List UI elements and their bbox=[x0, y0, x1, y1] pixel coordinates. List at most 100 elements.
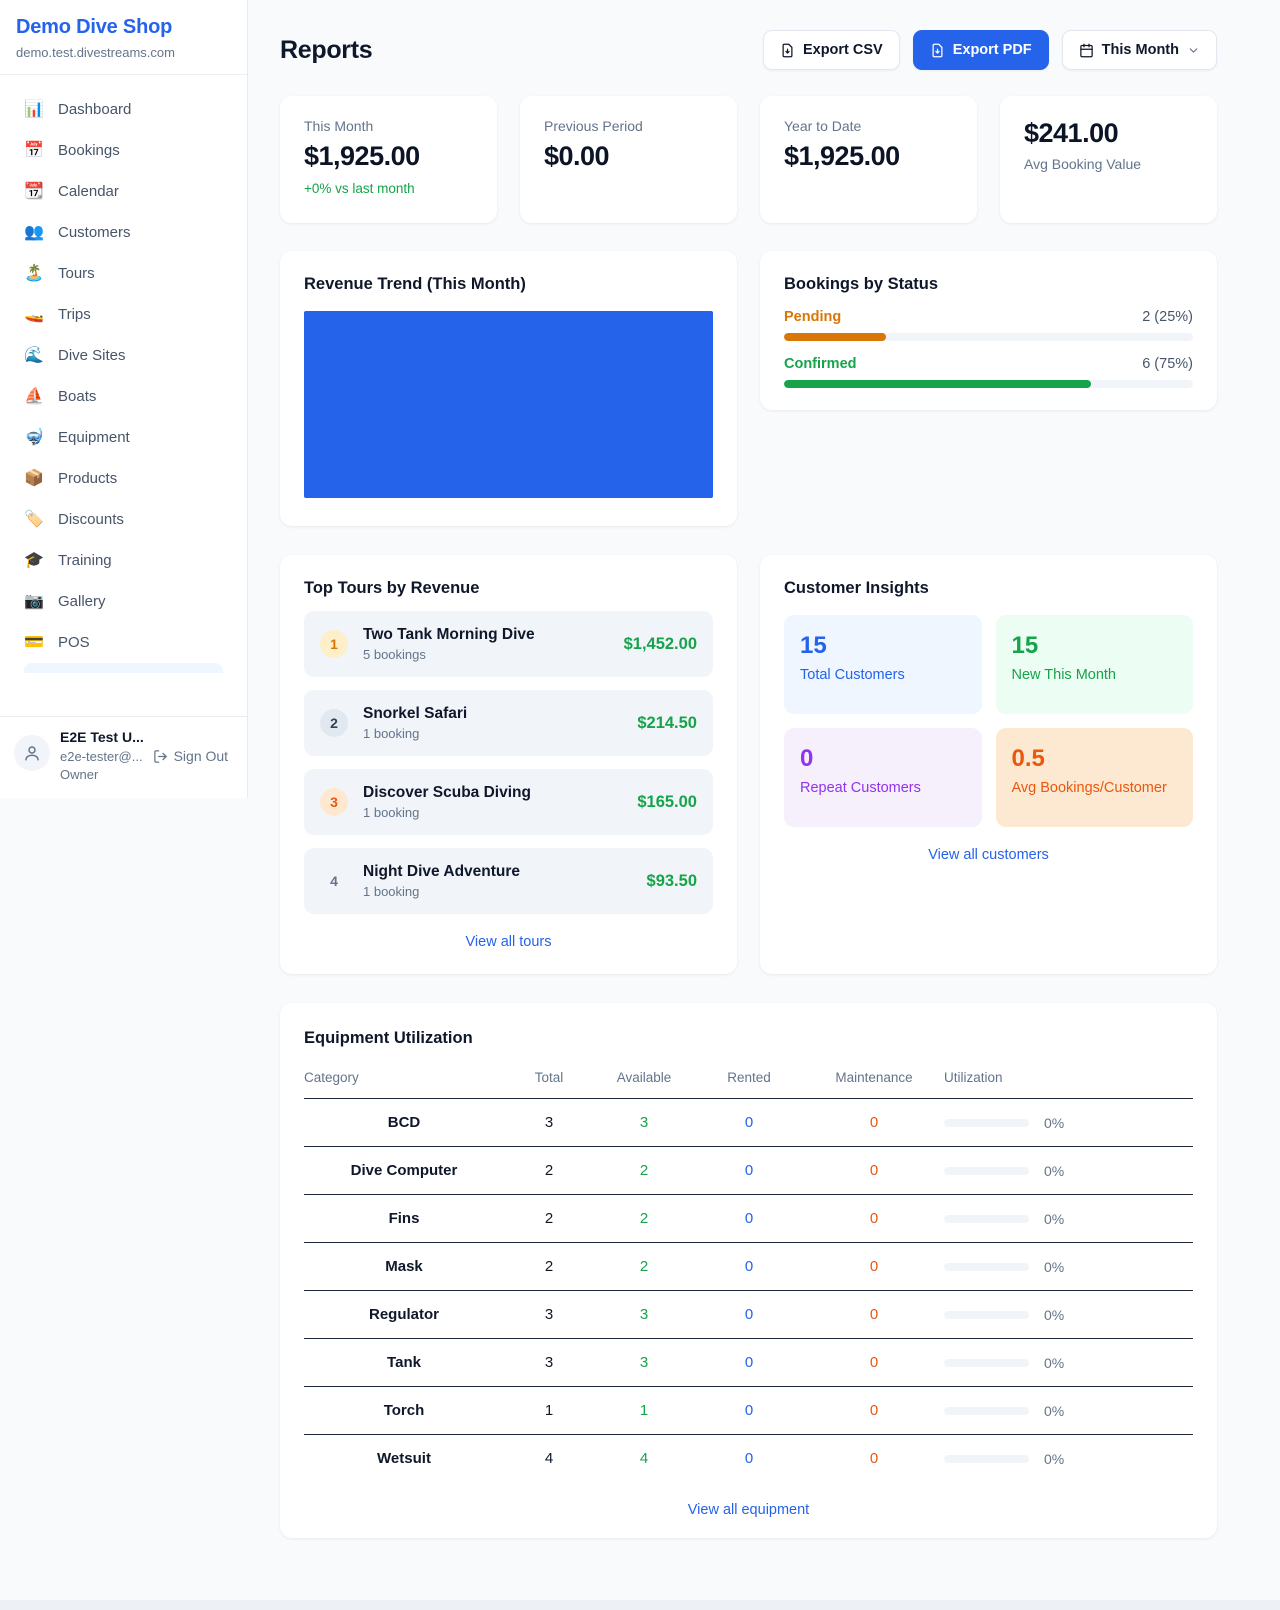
revenue-trend-title: Revenue Trend (This Month) bbox=[304, 275, 526, 293]
table-row: Wetsuit 4 4 0 0 0% bbox=[377, 1450, 1065, 1467]
sidebar-item-equipment[interactable]: 🤿 Equipment bbox=[12, 417, 235, 457]
page-header: Reports Export CSV Export PDF bbox=[280, 30, 1217, 70]
top-tours-card: Top Tours by Revenue 1 Two Tank Morning … bbox=[280, 555, 737, 974]
stat-label: Avg Booking Value bbox=[1024, 156, 1142, 172]
status-count: 2 (25%) bbox=[1142, 309, 1193, 325]
sidebar-item-label: Dive Sites bbox=[58, 346, 126, 364]
sailboat-icon: ⛵ bbox=[24, 388, 44, 405]
stats-row: This Month $1,925.00 +0% vs last month P… bbox=[280, 96, 1217, 223]
table-row: Dive Computer 2 2 0 0 0% bbox=[304, 1146, 1193, 1195]
utilization-percent: 0% bbox=[1044, 1162, 1065, 1179]
column-header: Maintenance bbox=[804, 1062, 944, 1099]
table-row: Fins 2 2 0 0 0% bbox=[304, 1194, 1193, 1243]
sidebar: Demo Dive Shop demo.test.divestreams.com… bbox=[0, 0, 248, 798]
sidebar-item-label: Customers bbox=[58, 223, 131, 241]
sidebar-item-discounts[interactable]: 🏷️ Discounts bbox=[12, 499, 235, 539]
tile-label: Total Customers bbox=[800, 667, 905, 683]
tour-name: Discover Scuba Diving bbox=[363, 784, 531, 801]
sidebar-item-bookings[interactable]: 📅 Bookings bbox=[12, 130, 235, 170]
export-csv-button[interactable]: Export CSV bbox=[762, 30, 900, 70]
sidebar-item-products[interactable]: 📦 Products bbox=[12, 458, 235, 498]
sidebar-item-label: POS bbox=[58, 633, 90, 651]
main-content: Reports Export CSV Export PDF bbox=[248, 0, 1280, 1568]
tile-total-customers: 15 Total Customers bbox=[784, 615, 982, 714]
page-bottom-strip bbox=[0, 1600, 1280, 1610]
tour-name: Snorkel Safari bbox=[363, 705, 468, 722]
calendar-icon: 📆 bbox=[24, 183, 44, 200]
sidebar-item-pos[interactable]: 💳 POS bbox=[12, 622, 235, 662]
tile-value: 15 bbox=[1011, 632, 1039, 659]
tile-avg-bookings-customer: 0.5 Avg Bookings/Customer bbox=[995, 728, 1193, 827]
export-pdf-button[interactable]: Export PDF bbox=[912, 30, 1049, 70]
sidebar-item-dashboard[interactable]: 📊 Dashboard bbox=[12, 89, 235, 129]
file-download-icon bbox=[782, 43, 793, 57]
utilization-percent: 0% bbox=[1044, 1210, 1065, 1227]
bookings-by-status-card: Bookings by Status Pending 2 (25%) Confi… bbox=[760, 251, 1217, 410]
sign-out-icon bbox=[153, 749, 167, 763]
tile-new-this-month: 15 New This Month bbox=[995, 615, 1193, 714]
rank-badge: 2 bbox=[320, 709, 348, 737]
tour-row: 3 Discover Scuba Diving 1 booking $165.0… bbox=[304, 769, 713, 835]
people-icon: 👥 bbox=[24, 224, 44, 241]
chevron-down-icon bbox=[1189, 47, 1198, 53]
table-header-row: Category Total Available Rented Maintena… bbox=[304, 1062, 1193, 1099]
status-bar-fill bbox=[784, 380, 1091, 388]
view-all-tours-link[interactable]: View all tours bbox=[304, 934, 713, 950]
equipment-utilization-title: Equipment Utilization bbox=[304, 1029, 473, 1047]
customer-insights-card: Customer Insights 15 Total Customers 15 … bbox=[760, 555, 1217, 974]
bar-chart-icon: 📊 bbox=[24, 101, 44, 118]
sidebar-item-trips[interactable]: 🚤 Trips bbox=[12, 294, 235, 334]
top-tours-title: Top Tours by Revenue bbox=[304, 579, 480, 597]
sidebar-item-training[interactable]: 🎓 Training bbox=[12, 540, 235, 580]
table-row: Tank 3 3 0 0 0% bbox=[304, 1338, 1193, 1387]
package-icon: 📦 bbox=[24, 470, 44, 487]
utilization-bar bbox=[944, 1406, 1029, 1415]
utilization-percent: 0% bbox=[1044, 1258, 1065, 1275]
stat-card-this-month: This Month $1,925.00 +0% vs last month bbox=[280, 96, 497, 223]
equipment-table: Category Total Available Rented Maintena… bbox=[304, 1062, 1193, 1482]
utilization-bar bbox=[944, 1166, 1029, 1175]
sidebar-item-label: Bookings bbox=[58, 141, 120, 159]
tour-bookings: 1 booking bbox=[363, 805, 420, 820]
status-bar-fill bbox=[784, 333, 887, 341]
sidebar-item-tours[interactable]: 🏝️ Tours bbox=[12, 253, 235, 293]
tag-icon: 🏷️ bbox=[24, 511, 44, 528]
tile-label: New This Month bbox=[1011, 667, 1117, 683]
period-select-button[interactable]: This Month bbox=[1061, 30, 1217, 70]
charts-row: Revenue Trend (This Month) Bookings by S… bbox=[280, 251, 1217, 526]
utilization-percent: 0% bbox=[1044, 1114, 1065, 1131]
shop-domain: demo.test.divestreams.com bbox=[16, 45, 175, 60]
table-row: Torch 1 1 0 0 0% bbox=[304, 1386, 1193, 1435]
shop-name: Demo Dive Shop bbox=[16, 16, 173, 38]
insights-row: Top Tours by Revenue 1 Two Tank Morning … bbox=[280, 555, 1217, 974]
sign-out-button[interactable]: Sign Out bbox=[153, 748, 228, 764]
customer-insights-title: Customer Insights bbox=[784, 579, 929, 597]
tour-revenue: $1,452.00 bbox=[623, 634, 697, 653]
tour-row: 2 Snorkel Safari 1 booking $214.50 bbox=[304, 690, 713, 756]
credit-card-icon: 💳 bbox=[24, 634, 44, 651]
sidebar-item-calendar[interactable]: 📆 Calendar bbox=[12, 171, 235, 211]
sidebar-item-label: Equipment bbox=[58, 428, 130, 446]
utilization-bar bbox=[944, 1454, 1029, 1463]
user-name: E2E Test U... bbox=[60, 729, 144, 745]
sidebar-item-dive-sites[interactable]: 🌊 Dive Sites bbox=[12, 335, 235, 375]
sidebar-item-customers[interactable]: 👥 Customers bbox=[12, 212, 235, 252]
sidebar-item-label: Trips bbox=[58, 305, 91, 323]
tour-bookings: 5 bookings bbox=[363, 647, 426, 662]
tour-revenue: $93.50 bbox=[646, 871, 697, 890]
sidebar-item-label: Calendar bbox=[58, 182, 119, 200]
status-row-pending: Pending 2 (25%) bbox=[784, 309, 1193, 341]
utilization-bar bbox=[944, 1358, 1029, 1367]
view-all-equipment-link[interactable]: View all equipment bbox=[304, 1502, 1193, 1518]
sidebar-item-reports-partial[interactable] bbox=[24, 663, 223, 673]
diving-mask-icon: 🤿 bbox=[24, 429, 44, 446]
sidebar-item-boats[interactable]: ⛵ Boats bbox=[12, 376, 235, 416]
column-header: Category bbox=[304, 1062, 504, 1099]
view-all-customers-link[interactable]: View all customers bbox=[784, 847, 1193, 863]
camera-icon: 📷 bbox=[24, 593, 44, 610]
user-avatar bbox=[14, 735, 50, 771]
column-header: Total bbox=[504, 1062, 594, 1099]
sidebar-header: Demo Dive Shop demo.test.divestreams.com bbox=[0, 0, 247, 75]
file-download-icon bbox=[932, 43, 943, 57]
sidebar-item-gallery[interactable]: 📷 Gallery bbox=[12, 581, 235, 621]
